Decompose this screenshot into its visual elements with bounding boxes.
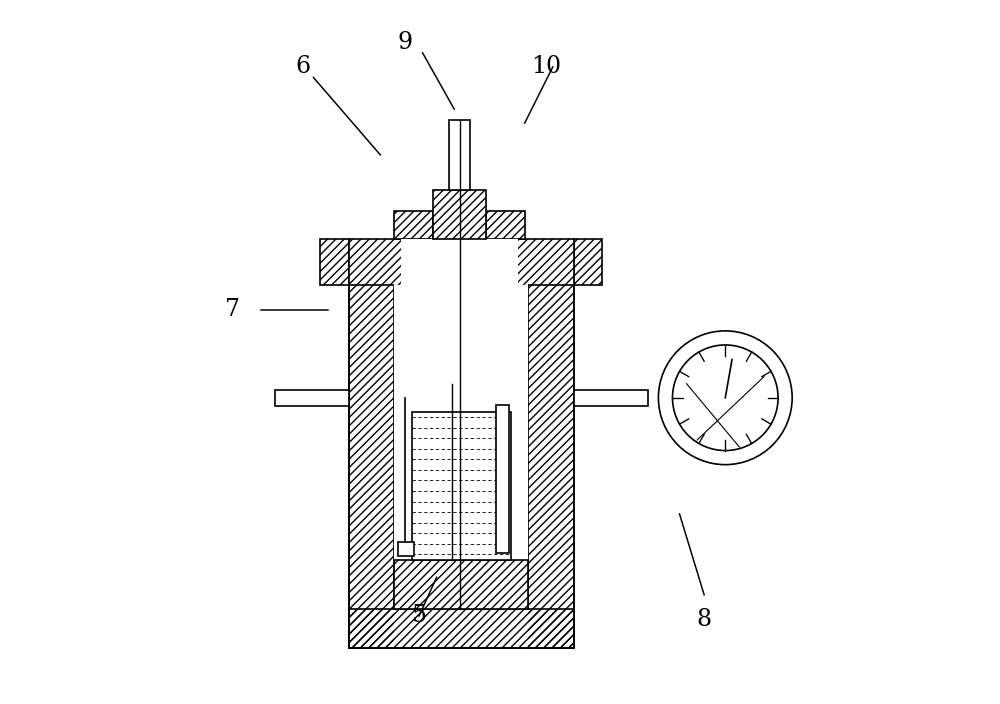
- Bar: [528, 268, 574, 648]
- Text: 5: 5: [412, 605, 427, 627]
- Bar: [574, 390, 648, 406]
- Bar: [320, 239, 349, 285]
- Bar: [394, 268, 528, 609]
- Text: 6: 6: [295, 56, 310, 78]
- Bar: [349, 268, 394, 648]
- Bar: [349, 268, 394, 648]
- Bar: [349, 609, 574, 648]
- Bar: [394, 211, 433, 239]
- Text: 7: 7: [225, 298, 240, 321]
- Bar: [320, 239, 349, 285]
- Text: 9: 9: [397, 31, 413, 54]
- Circle shape: [658, 331, 792, 465]
- Bar: [574, 239, 602, 285]
- Bar: [349, 239, 574, 285]
- Bar: [398, 542, 414, 556]
- Text: 8: 8: [697, 608, 712, 631]
- Bar: [394, 560, 528, 609]
- Bar: [433, 190, 486, 239]
- Circle shape: [672, 345, 778, 451]
- Bar: [275, 390, 349, 406]
- Bar: [349, 609, 574, 648]
- Bar: [486, 211, 525, 239]
- Bar: [486, 211, 525, 239]
- Bar: [394, 560, 528, 609]
- Bar: [401, 239, 518, 285]
- Text: 10: 10: [531, 56, 561, 78]
- Bar: [349, 239, 574, 285]
- Bar: [412, 412, 511, 560]
- Bar: [433, 190, 486, 239]
- Bar: [528, 268, 574, 648]
- Bar: [496, 405, 509, 553]
- Bar: [574, 239, 602, 285]
- Bar: [394, 211, 433, 239]
- Bar: [449, 120, 470, 190]
- Bar: [349, 268, 574, 648]
